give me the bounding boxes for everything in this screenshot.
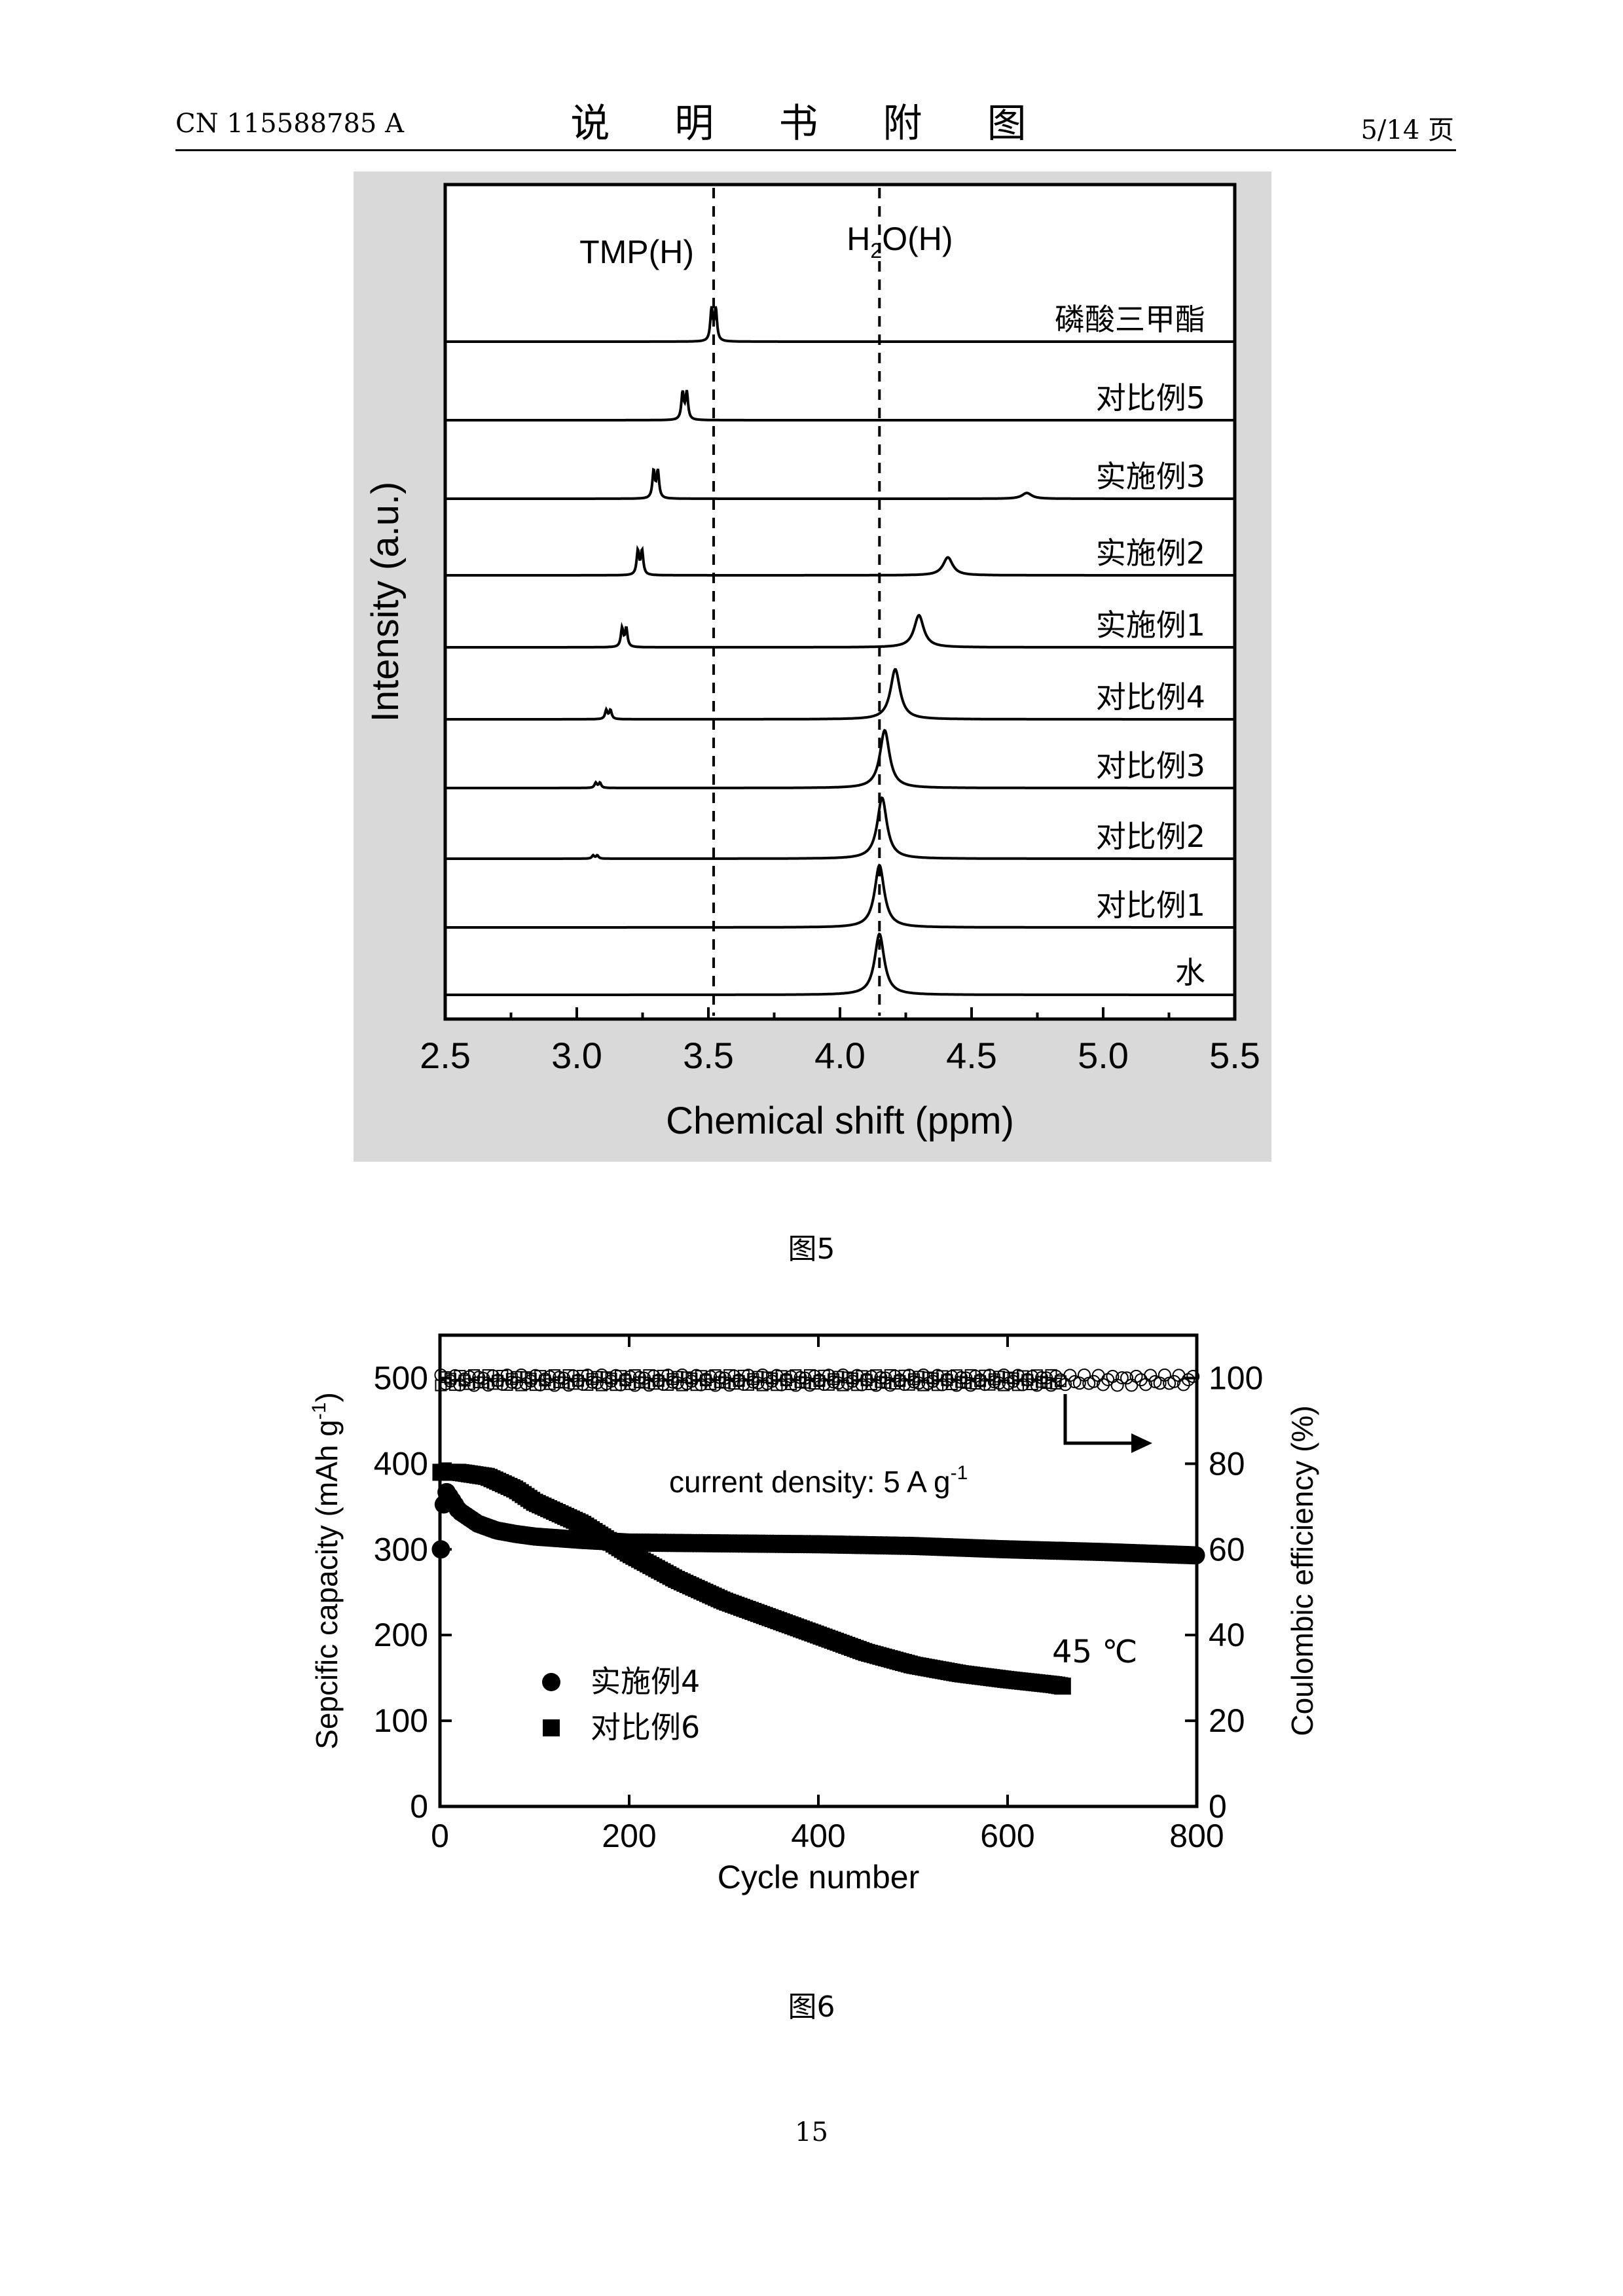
page-title: 说 明 书 附 图 — [570, 101, 1053, 147]
efficiency-point — [1096, 1378, 1110, 1391]
x-tick-label: 800 — [1169, 1818, 1224, 1854]
x-tick-label: 3.0 — [551, 1035, 602, 1076]
efficiency-point — [1054, 1375, 1067, 1388]
current-density-label: current density: 5 A g-1 — [669, 1462, 968, 1499]
spectrum-line-9 — [447, 863, 1233, 929]
page-reference: 5/14 页 — [1360, 115, 1454, 145]
y-right-tick-label: 100 — [1209, 1359, 1263, 1396]
temperature-label: 45 ℃ — [1052, 1634, 1137, 1670]
spectrum-label: 对比例2 — [1096, 819, 1205, 854]
x-tick-label: 5.0 — [1078, 1035, 1129, 1076]
efficiency-point — [1176, 1378, 1190, 1391]
spectrum-label: 水 — [1175, 955, 1205, 990]
right-axis-arrow-head — [1131, 1433, 1152, 1453]
legend-marker-circle — [542, 1673, 560, 1691]
y-right-tick-label: 80 — [1209, 1445, 1245, 1482]
x-tick-label: 600 — [980, 1818, 1034, 1854]
plot-frame — [438, 1333, 1199, 1808]
efficiency-point — [1115, 1371, 1129, 1385]
legend-label: 实施例4 — [591, 1664, 700, 1699]
legend-marker-square — [543, 1719, 560, 1736]
spectrum-line-5 — [447, 613, 1233, 649]
y-tick-label: 200 — [374, 1617, 428, 1653]
y-right-tick-label: 60 — [1209, 1531, 1245, 1568]
reference-label-water: H2O(H) — [847, 221, 953, 262]
y-axis-label: Intensity (a.u.) — [364, 482, 407, 722]
x-tick-label: 5.5 — [1209, 1035, 1260, 1076]
y-tick-label: 400 — [374, 1445, 428, 1482]
x-tick-label: 2.5 — [420, 1035, 471, 1076]
spectrum-label: 对比例1 — [1096, 888, 1205, 923]
spectrum-label: 实施例2 — [1096, 535, 1205, 571]
y-tick-label: 100 — [374, 1702, 428, 1739]
efficiency-point — [1120, 1371, 1134, 1385]
right-axis-arrow-line — [1063, 1394, 1134, 1445]
spectrum-line-10 — [447, 932, 1233, 996]
figure-6-caption: 图6 — [788, 1990, 835, 2024]
y-tick-label: 0 — [410, 1788, 428, 1825]
x-tick-label: 0 — [431, 1818, 449, 1854]
spectrum-label: 对比例3 — [1096, 748, 1205, 783]
x-tick-label: 4.5 — [946, 1035, 997, 1076]
reference-label-tmp: TMP(H) — [579, 234, 694, 270]
efficiency-point — [1186, 1369, 1200, 1383]
document-number: CN 115588785 A — [175, 109, 404, 139]
figure-5-caption: 图5 — [788, 1232, 835, 1266]
page-number: 15 — [795, 2117, 828, 2147]
y-axis-label: Sepcific capacity (mAh g-1) — [308, 1392, 344, 1749]
y-right-tick-label: 40 — [1209, 1617, 1245, 1653]
spectrum-label: 对比例5 — [1096, 380, 1205, 416]
legend-label: 对比例6 — [591, 1710, 700, 1745]
spectrum-line-1 — [447, 306, 1233, 343]
y-axis-right-label: Coulombic efficiency (%) — [1285, 1405, 1319, 1736]
efficiency-point — [1110, 1378, 1124, 1392]
y-tick-label: 500 — [374, 1359, 428, 1396]
spectrum-line-2 — [447, 389, 1233, 422]
capacity-point-2 — [1053, 1677, 1071, 1695]
plot-frame — [443, 183, 1237, 1021]
y-tick-label: 300 — [374, 1531, 428, 1568]
x-tick-label: 400 — [791, 1818, 845, 1854]
spectrum-line-8 — [447, 796, 1233, 860]
spectrum-line-7 — [447, 728, 1233, 789]
x-tick-label: 200 — [602, 1818, 656, 1854]
x-axis-label: Chemical shift (ppm) — [666, 1100, 1014, 1142]
x-tick-label: 4.0 — [814, 1035, 866, 1076]
efficiency-point — [1072, 1376, 1086, 1390]
figure-6-cycling-chart: current density: 5 A g-1 45 ℃ 实施例4 对比例6 0 200… — [288, 1322, 1336, 1924]
spectrum-line-4 — [447, 545, 1233, 577]
spectrum-label: 实施例3 — [1096, 459, 1205, 494]
capacity-point-1 — [1186, 1546, 1205, 1565]
y-right-tick-label: 20 — [1209, 1702, 1245, 1739]
x-axis-label: Cycle number — [718, 1859, 919, 1895]
figure-5-nmr-chart: TMP(H) H2O(H) 磷酸三甲酯对比例5 实施例3 实施例2 实施例1 对比例4 对比例… — [354, 171, 1271, 1162]
y-right-tick-label: 0 — [1209, 1788, 1227, 1825]
x-tick-label: 3.5 — [683, 1035, 734, 1076]
spectrum-label: 磷酸三甲酯 — [1055, 302, 1205, 337]
spectrum-label: 对比例4 — [1096, 679, 1205, 715]
header-rule — [175, 149, 1456, 151]
spectrum-line-3 — [447, 467, 1233, 500]
spectrum-label: 实施例1 — [1096, 607, 1205, 643]
spectrum-line-6 — [447, 668, 1233, 721]
